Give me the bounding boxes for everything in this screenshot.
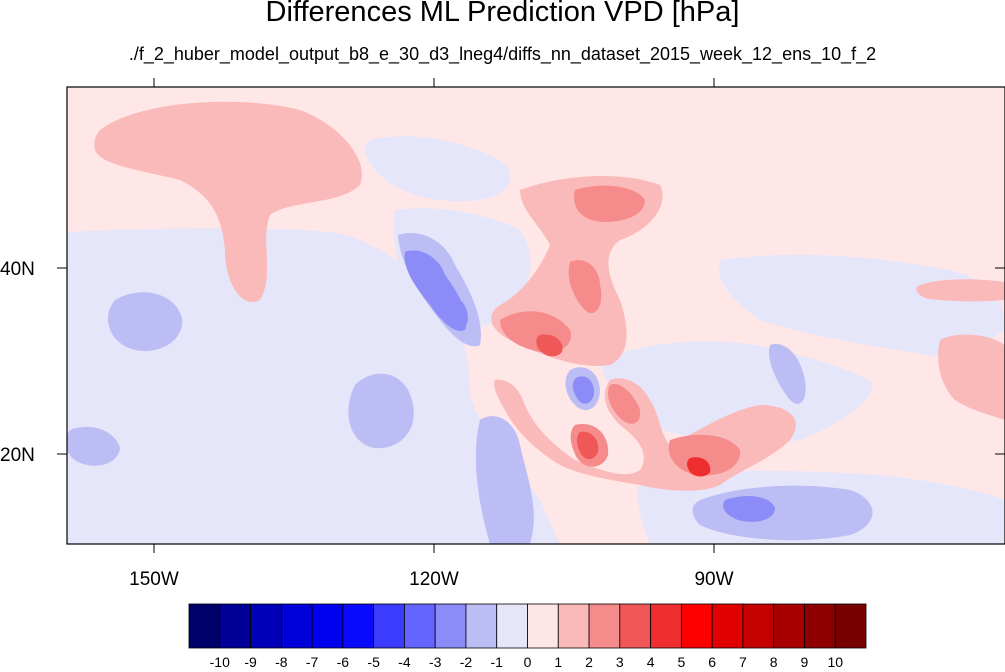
colorbar-label: 7 — [739, 654, 747, 670]
southern-plains-red-core — [568, 260, 602, 314]
colorbar-label: 5 — [677, 654, 685, 670]
pacific-red-plume — [94, 101, 362, 302]
texas-gulf-blue-core — [572, 376, 595, 404]
colorbar-label: -3 — [429, 654, 442, 670]
ocean-blue-patch-4 — [67, 426, 120, 466]
colorbar-label: -7 — [306, 654, 319, 670]
colorbar-swatch — [680, 603, 713, 649]
central-america-red-max — [687, 457, 711, 477]
colorbar-swatch — [588, 603, 621, 649]
colorbar-swatch — [527, 603, 559, 649]
atlantic-red-patch — [938, 334, 1005, 420]
colorbar-swatch — [219, 603, 251, 649]
colorbar-label: 6 — [708, 654, 716, 670]
colorbar-label: -4 — [398, 654, 411, 670]
colorbar-swatch — [619, 603, 651, 649]
tick-label-40n: 40N — [0, 259, 35, 280]
florida-blue-patch — [768, 344, 806, 404]
negative-anomaly-northwest-region — [364, 136, 511, 202]
colorbar-swatch — [496, 603, 528, 649]
southwest-red-max — [536, 334, 563, 357]
tick-label-90w: 90W — [694, 569, 733, 590]
colorbar-label: -6 — [337, 654, 350, 670]
colorbar-swatch — [650, 603, 682, 649]
ticks — [57, 78, 1005, 553]
colorbar-label: -8 — [275, 654, 288, 670]
colorbar-swatch — [804, 603, 836, 649]
central-america-red-core — [668, 434, 741, 476]
difference-field — [67, 101, 1005, 544]
colorbar: -10 -9 -8 -7 -6 -5 -4 -3 -2 -1 0 1 2 3 4 5 6 7 8 9 10 — [188, 603, 867, 670]
ocean-blue-patch-3 — [475, 416, 534, 544]
colorbar-swatch — [404, 603, 436, 649]
colorbar-label: 2 — [585, 654, 593, 670]
colorbar-swatch — [465, 603, 498, 649]
colorbar-swatch — [280, 603, 313, 649]
tick-label-120w: 120W — [409, 569, 459, 590]
map-title: Differences ML Prediction VPD [hPa] — [265, 0, 740, 28]
northern-plains-red-core — [574, 185, 645, 222]
caribbean-blue-core — [723, 496, 775, 522]
colorbar-swatch — [434, 603, 467, 649]
tick-label-20n: 20N — [0, 445, 35, 466]
colorbar-label: 0 — [524, 654, 532, 670]
colorbar-swatch — [773, 603, 805, 649]
negative-anomaly-gulf-region — [600, 341, 872, 444]
colorbar-label: -1 — [491, 654, 504, 670]
colorbar-swatch — [834, 603, 867, 649]
colorbar-label: 1 — [554, 654, 562, 670]
colorbar-swatch — [742, 603, 775, 649]
ocean-blue-patch-2 — [348, 373, 414, 449]
colorbar-label: 4 — [647, 654, 655, 670]
colorbar-swatch — [342, 603, 375, 649]
colorbar-label: -10 — [210, 654, 230, 670]
map-frame — [66, 86, 1005, 545]
negative-anomaly-northeast-region — [719, 254, 1005, 360]
gulf-red-core — [608, 384, 641, 424]
ocean-blue-patch-1 — [107, 292, 183, 351]
colorbar-swatch — [557, 603, 590, 649]
colorbar-label: -9 — [244, 654, 257, 670]
colorbar-swatch — [188, 603, 221, 649]
map-plot-area: 150W 120W 90W 40N 20N — [0, 78, 1005, 590]
colorbar-label: -5 — [367, 654, 380, 670]
northeast-red-patch — [916, 279, 1005, 302]
colorbar-swatch — [311, 603, 344, 649]
colorbar-label: 8 — [770, 654, 778, 670]
colorbar-label: 10 — [827, 654, 843, 670]
mexico-red-max — [577, 431, 599, 460]
colorbar-swatch — [373, 603, 405, 649]
map-subtitle: ./f_2_huber_model_output_b8_e_30_d3_lneg… — [128, 44, 877, 64]
colorbar-label: -2 — [460, 654, 473, 670]
colorbar-label: 3 — [616, 654, 624, 670]
west-coast-blue-core — [449, 299, 468, 328]
tick-label-150w: 150W — [129, 569, 179, 590]
colorbar-swatch — [250, 603, 282, 649]
colorbar-swatch — [711, 603, 744, 649]
colorbar-label: 9 — [801, 654, 809, 670]
